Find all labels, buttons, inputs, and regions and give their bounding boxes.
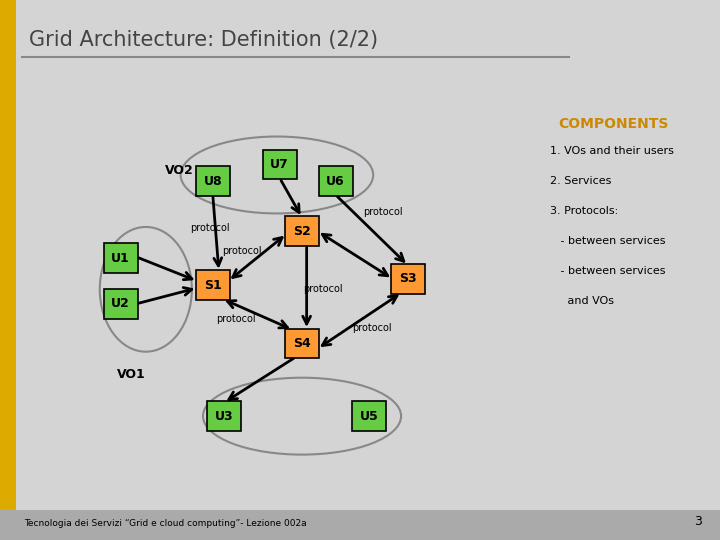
FancyBboxPatch shape: [104, 244, 138, 273]
Text: 1. VOs and their users: 1. VOs and their users: [550, 146, 674, 156]
Text: S3: S3: [400, 273, 417, 286]
FancyBboxPatch shape: [391, 264, 425, 294]
Text: Grid Architecture: Definition (2/2): Grid Architecture: Definition (2/2): [29, 30, 378, 50]
Text: protocol: protocol: [363, 207, 402, 218]
Text: U6: U6: [326, 175, 345, 188]
Text: U2: U2: [112, 298, 130, 310]
Text: protocol: protocol: [352, 322, 392, 333]
Text: protocol: protocol: [303, 284, 343, 294]
Text: 3: 3: [694, 515, 702, 528]
FancyBboxPatch shape: [207, 401, 241, 431]
Text: VO1: VO1: [117, 368, 145, 381]
FancyBboxPatch shape: [285, 329, 319, 358]
Text: COMPONENTS: COMPONENTS: [559, 117, 669, 131]
Text: - between services: - between services: [550, 235, 666, 246]
Text: S1: S1: [204, 279, 222, 292]
Text: U1: U1: [112, 252, 130, 265]
Text: protocol: protocol: [217, 314, 256, 324]
Text: U7: U7: [270, 158, 289, 171]
FancyBboxPatch shape: [285, 217, 319, 246]
Text: 2. Services: 2. Services: [550, 176, 612, 186]
Text: U8: U8: [204, 175, 222, 188]
FancyBboxPatch shape: [318, 166, 353, 196]
Text: and VOs: and VOs: [550, 295, 614, 306]
Text: S2: S2: [293, 225, 311, 238]
FancyBboxPatch shape: [196, 271, 230, 300]
FancyBboxPatch shape: [352, 401, 386, 431]
Text: U5: U5: [359, 410, 379, 423]
FancyBboxPatch shape: [263, 150, 297, 179]
Text: - between services: - between services: [550, 266, 666, 275]
Text: 3. Protocols:: 3. Protocols:: [550, 206, 618, 216]
Text: U3: U3: [215, 410, 233, 423]
FancyBboxPatch shape: [196, 166, 230, 196]
FancyBboxPatch shape: [104, 289, 138, 319]
Text: S4: S4: [293, 337, 311, 350]
Text: protocol: protocol: [222, 246, 261, 256]
Text: VO2: VO2: [166, 164, 194, 177]
Text: Tecnologia dei Servizi “Grid e cloud computing”- Lezione 002a: Tecnologia dei Servizi “Grid e cloud com…: [24, 519, 307, 528]
Text: protocol: protocol: [190, 223, 230, 233]
